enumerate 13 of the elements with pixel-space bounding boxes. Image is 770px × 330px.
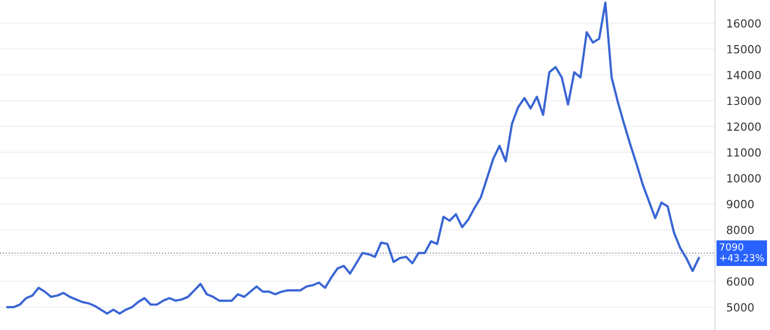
- y-tick-label: 8000: [726, 226, 754, 234]
- y-tick-label: 16000: [727, 19, 761, 28]
- y-tick-label: 14000: [727, 70, 761, 80]
- y-tick-label: 10000: [727, 174, 761, 182]
- y-tick-label: 5000: [726, 303, 754, 312]
- y-tick-label: 11000: [727, 148, 761, 157]
- y-tick-label: 6000: [726, 277, 754, 286]
- y-tick-label: 12000: [727, 122, 761, 131]
- y-tick-label: 9000: [726, 200, 754, 208]
- y-tick-label: 15000: [727, 45, 761, 54]
- y-tick-label: 13000: [727, 96, 761, 106]
- line-series: [6, 1, 700, 315]
- ref-line-label: 7090 +43.23%: [720, 243, 764, 262]
